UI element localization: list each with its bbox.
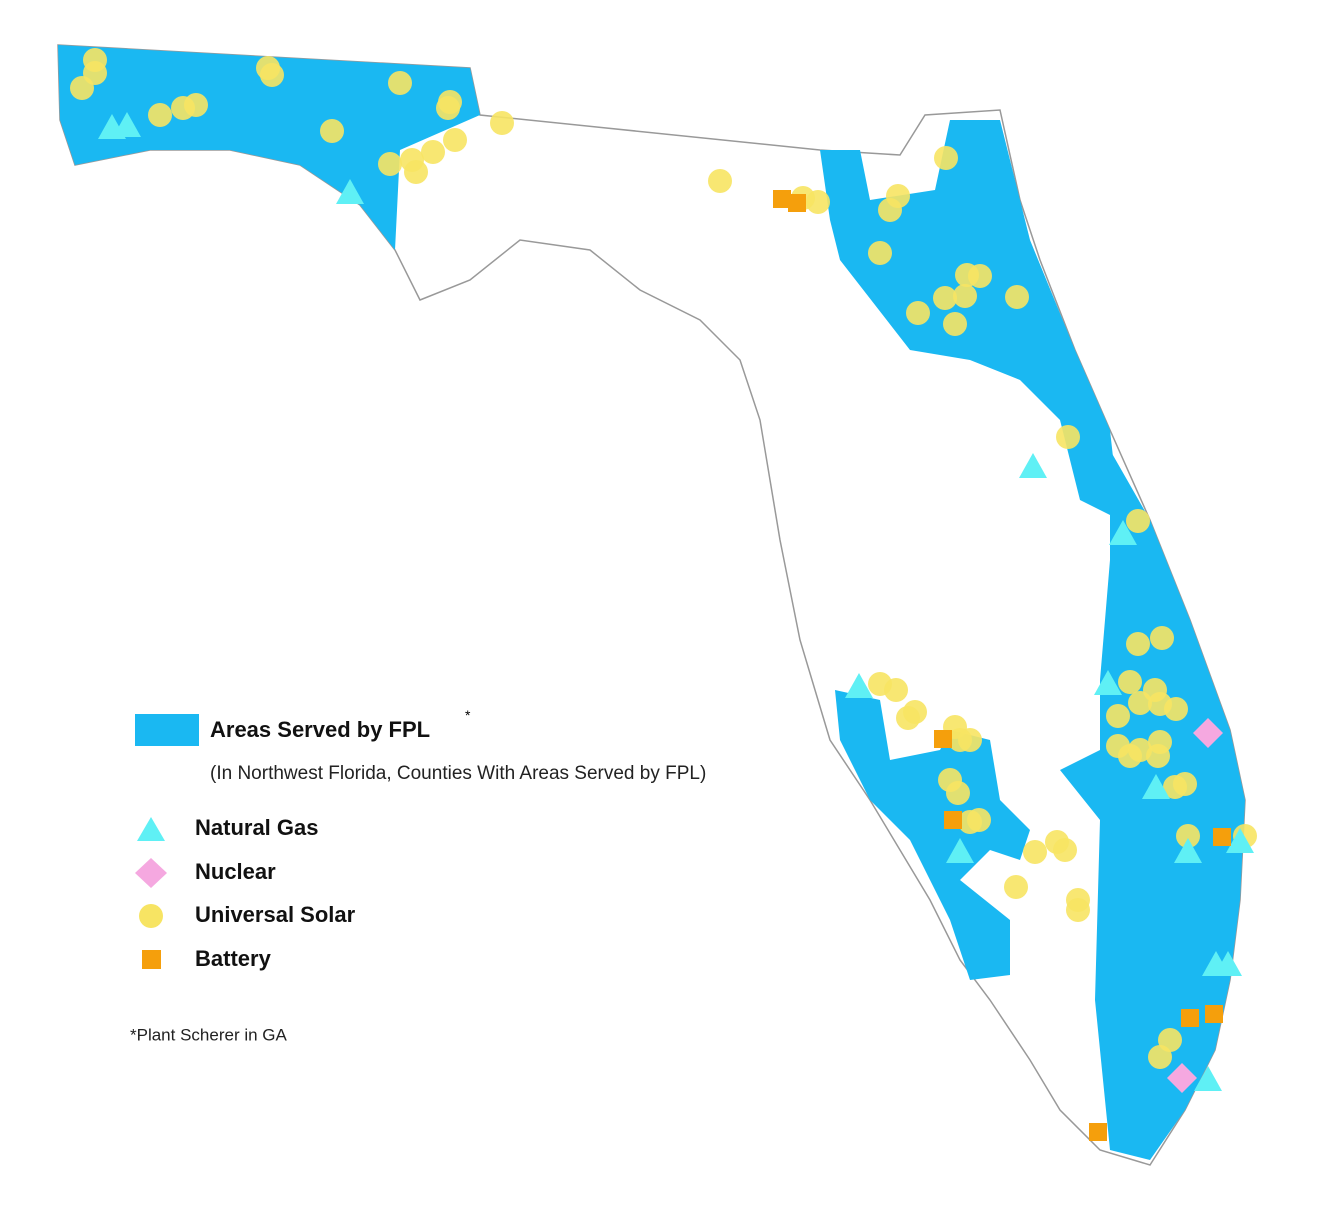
solar-marker — [968, 264, 992, 288]
solar-marker — [946, 781, 970, 805]
solar-marker — [708, 169, 732, 193]
florida-outline — [57, 44, 1246, 1166]
plant-markers — [70, 48, 1257, 1141]
battery-marker — [934, 730, 952, 748]
legend-note: (In Northwest Florida, Counties With Are… — [210, 763, 706, 784]
battery-marker — [773, 190, 791, 208]
legend-label: Universal Solar — [195, 902, 356, 927]
gas-marker — [1214, 951, 1242, 976]
legend-label: Nuclear — [195, 859, 276, 884]
solar-marker — [148, 103, 172, 127]
gas-marker — [946, 838, 974, 863]
solar-marker — [490, 111, 514, 135]
solar-marker — [934, 146, 958, 170]
legend-label: Battery — [195, 946, 272, 971]
solar-marker — [1128, 691, 1152, 715]
solar-marker — [1053, 838, 1077, 862]
gas-marker — [1094, 670, 1122, 695]
solar-marker — [1056, 425, 1080, 449]
battery-marker — [1213, 828, 1231, 846]
solar-marker — [443, 128, 467, 152]
solar-marker — [906, 301, 930, 325]
solar-marker — [1005, 285, 1029, 309]
gas-marker — [1194, 1066, 1222, 1091]
solar-marker — [1148, 1045, 1172, 1069]
solar-marker — [967, 808, 991, 832]
solar-marker — [878, 198, 902, 222]
legend-swatch-solar — [139, 904, 163, 928]
solar-marker — [388, 71, 412, 95]
solar-marker — [1004, 875, 1028, 899]
gas-marker — [845, 673, 873, 698]
solar-marker — [1118, 670, 1142, 694]
gas-marker — [336, 179, 364, 204]
solar-marker — [404, 160, 428, 184]
solar-marker — [1126, 509, 1150, 533]
solar-marker — [1164, 697, 1188, 721]
gas-marker — [113, 112, 141, 137]
solar-marker — [260, 63, 284, 87]
served-area — [58, 45, 480, 250]
solar-marker — [1163, 775, 1187, 799]
solar-marker — [378, 152, 402, 176]
solar-marker — [1176, 824, 1200, 848]
served-area — [835, 690, 1030, 980]
gas-marker — [1226, 828, 1254, 853]
battery-marker — [1205, 1005, 1223, 1023]
footnote: *Plant Scherer in GA — [130, 1025, 288, 1044]
battery-marker — [944, 811, 962, 829]
nuclear-marker — [1193, 718, 1223, 748]
solar-marker — [70, 76, 94, 100]
battery-marker — [788, 194, 806, 212]
served-area — [1060, 450, 1245, 1160]
gas-marker — [1109, 520, 1137, 545]
solar-marker — [943, 312, 967, 336]
solar-marker — [953, 284, 977, 308]
solar-marker — [896, 706, 920, 730]
solar-marker — [958, 728, 982, 752]
solar-marker — [1106, 704, 1130, 728]
solar-marker — [868, 241, 892, 265]
legend-swatch-gas — [137, 817, 165, 841]
gas-marker — [1142, 774, 1170, 799]
legend-label: Areas Served by FPL — [210, 717, 430, 742]
solar-marker — [184, 93, 208, 117]
solar-marker — [1150, 626, 1174, 650]
nuclear-marker — [1167, 1063, 1197, 1093]
legend-swatch-battery — [142, 950, 161, 969]
solar-marker — [421, 140, 445, 164]
solar-marker — [1126, 632, 1150, 656]
battery-marker — [1089, 1123, 1107, 1141]
solar-marker — [884, 678, 908, 702]
solar-marker — [1066, 898, 1090, 922]
legend-swatch-area — [135, 714, 199, 746]
solar-marker — [933, 286, 957, 310]
gas-marker — [1174, 838, 1202, 863]
solar-marker — [1146, 744, 1170, 768]
legend-swatch-nuclear — [135, 858, 167, 888]
legend-superscript: * — [465, 707, 471, 723]
solar-marker — [320, 119, 344, 143]
solar-marker — [1023, 840, 1047, 864]
battery-marker — [1181, 1009, 1199, 1027]
legend-label: Natural Gas — [195, 815, 319, 840]
gas-marker — [1019, 453, 1047, 478]
solar-marker — [436, 96, 460, 120]
